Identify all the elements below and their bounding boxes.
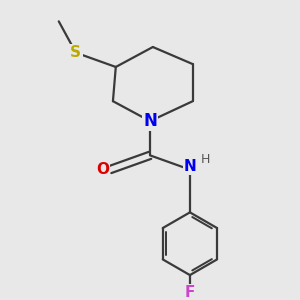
- Text: N: N: [143, 112, 157, 130]
- Text: H: H: [201, 153, 210, 166]
- Text: N: N: [184, 159, 196, 174]
- Text: F: F: [185, 285, 195, 300]
- Text: S: S: [70, 45, 81, 60]
- Text: O: O: [97, 162, 110, 177]
